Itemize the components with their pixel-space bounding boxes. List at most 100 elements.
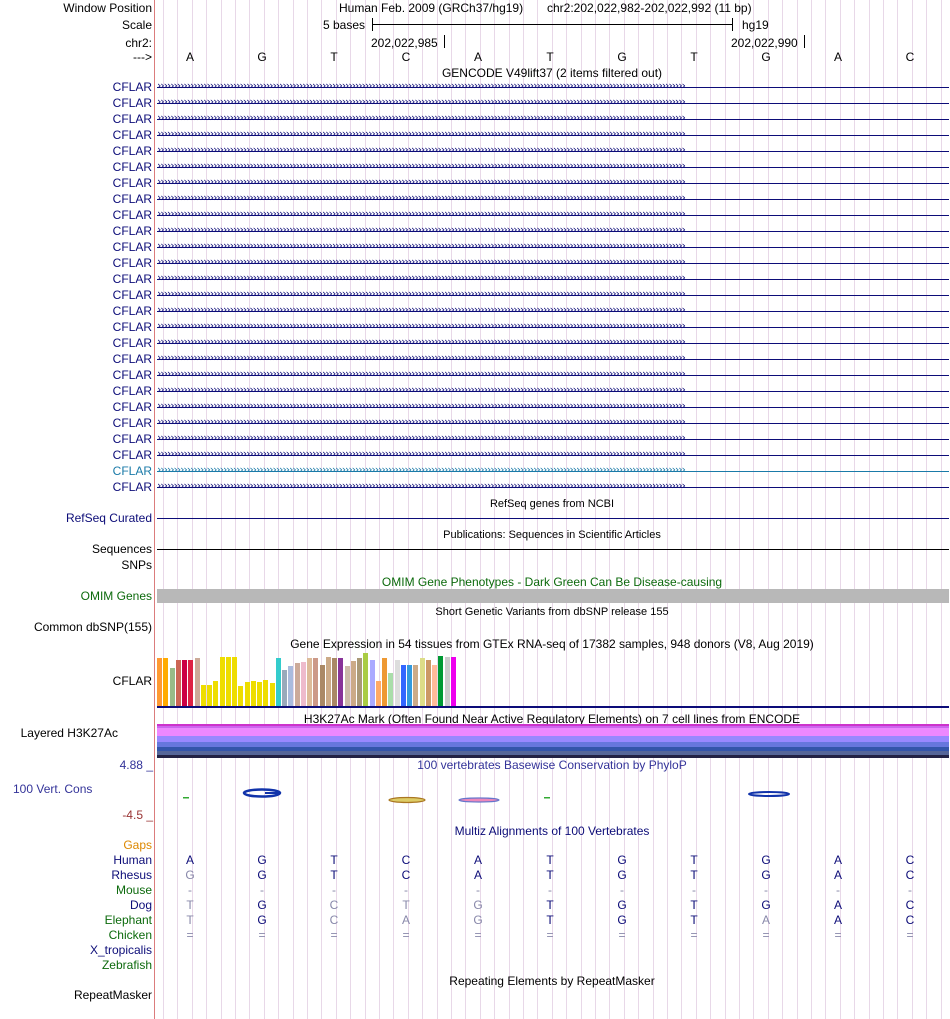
gencode-item-label[interactable]: CFLAR: [112, 464, 152, 478]
gtex-tissue-bar[interactable]: [294, 663, 300, 706]
multiz-species-label[interactable]: Rhesus: [111, 868, 152, 882]
multiz-species-label[interactable]: X_tropicalis: [89, 943, 152, 957]
h3k27ac-cell-line-layer[interactable]: [157, 726, 949, 728]
multiz-species-label[interactable]: Dog: [129, 898, 152, 912]
gtex-tissue-bar[interactable]: [313, 658, 319, 706]
multiz-species-label[interactable]: Gaps: [123, 838, 152, 852]
gencode-transcript[interactable]: ››››››››››››››››››››››››››››››››››››››››…: [157, 449, 949, 461]
gtex-tissue-bar[interactable]: [325, 657, 331, 706]
gencode-item-label[interactable]: CFLAR: [112, 112, 152, 126]
gencode-transcript[interactable]: ››››››››››››››››››››››››››››››››››››››››…: [157, 113, 949, 125]
gtex-tissue-bar[interactable]: [194, 658, 200, 706]
gencode-item-label[interactable]: CFLAR: [112, 160, 152, 174]
gencode-item-label[interactable]: CFLAR: [112, 352, 152, 366]
gencode-transcript[interactable]: ››››››››››››››››››››››››››››››››››››››››…: [157, 81, 949, 93]
gtex-tissue-bar[interactable]: [157, 658, 162, 706]
gencode-transcript[interactable]: ››››››››››››››››››››››››››››››››››››››››…: [157, 145, 949, 157]
gtex-tissue-bar[interactable]: [244, 682, 250, 706]
gtex-tissue-bar[interactable]: [413, 665, 419, 706]
gtex-tissue-bar[interactable]: [269, 683, 275, 706]
gencode-transcript[interactable]: ››››››››››››››››››››››››››››››››››››››››…: [157, 193, 949, 205]
gencode-item-label[interactable]: CFLAR: [112, 432, 152, 446]
gencode-item-label[interactable]: CFLAR: [112, 208, 152, 222]
gencode-transcript[interactable]: ››››››››››››››››››››››››››››››››››››››››…: [157, 209, 949, 221]
gencode-item-label[interactable]: CFLAR: [112, 304, 152, 318]
gencode-item-label[interactable]: CFLAR: [112, 240, 152, 254]
gencode-item-label[interactable]: CFLAR: [112, 480, 152, 494]
gtex-tissue-bar[interactable]: [382, 658, 387, 706]
gencode-transcript[interactable]: ››››››››››››››››››››››››››››››››››››››››…: [157, 481, 949, 493]
repeatmasker-label[interactable]: RepeatMasker: [73, 988, 152, 1002]
publications-track-title[interactable]: Publications: Sequences in Scientific Ar…: [443, 529, 661, 541]
refseq-track-title[interactable]: RefSeq genes from NCBI: [489, 498, 615, 510]
gtex-tissue-bar[interactable]: [182, 660, 187, 706]
h3k27ac-cell-line-layer[interactable]: [157, 742, 949, 747]
gencode-transcript[interactable]: ››››››››››››››››››››››››››››››››››››››››…: [157, 321, 949, 333]
repeatmasker-track-title[interactable]: Repeating Elements by RepeatMasker: [449, 974, 655, 988]
multiz-species-label[interactable]: Mouse: [115, 883, 152, 897]
gtex-tissue-bar[interactable]: [169, 668, 175, 706]
gtex-tissue-bar[interactable]: [438, 656, 444, 706]
gtex-tissue-bar[interactable]: [332, 658, 337, 706]
multiz-track-title[interactable]: Multiz Alignments of 100 Vertebrates: [454, 824, 650, 838]
gencode-transcript[interactable]: ››››››››››››››››››››››››››››››››››››››››…: [157, 401, 949, 413]
gtex-tissue-bar[interactable]: [350, 661, 356, 706]
sequences-label[interactable]: Sequences: [91, 542, 152, 556]
gencode-transcript[interactable]: ››››››››››››››››››››››››››››››››››››››››…: [157, 129, 949, 141]
dbsnp-track-title[interactable]: Short Genetic Variants from dbSNP releas…: [435, 606, 669, 618]
gencode-item-label[interactable]: CFLAR: [112, 336, 152, 350]
gtex-tissue-bar[interactable]: [400, 665, 406, 706]
gtex-bar-chart[interactable]: [157, 652, 557, 706]
gencode-item-label[interactable]: CFLAR: [112, 320, 152, 334]
multiz-species-label[interactable]: Zebrafish: [101, 958, 152, 972]
gtex-tissue-bar[interactable]: [375, 681, 381, 706]
snps-label[interactable]: SNPs: [121, 558, 152, 572]
gencode-transcript[interactable]: ››››››››››››››››››››››››››››››››››››››››…: [157, 241, 949, 253]
gencode-transcript[interactable]: ››››››››››››››››››››››››››››››››››››››››…: [157, 337, 949, 349]
gtex-tissue-bar[interactable]: [175, 660, 181, 706]
gencode-transcript[interactable]: ››››››››››››››››››››››››››››››››››››››››…: [157, 257, 949, 269]
multiz-species-label[interactable]: Elephant: [104, 913, 152, 927]
gtex-tissue-bar[interactable]: [388, 673, 394, 706]
gtex-track-title[interactable]: Gene Expression in 54 tissues from GTEx …: [290, 637, 814, 651]
gencode-item-label[interactable]: CFLAR: [112, 224, 152, 238]
gtex-tissue-bar[interactable]: [207, 685, 212, 706]
gtex-tissue-bar[interactable]: [369, 660, 375, 706]
gtex-tissue-bar[interactable]: [288, 666, 294, 706]
omim-gene-bar[interactable]: [157, 589, 949, 603]
gtex-tissue-bar[interactable]: [238, 686, 244, 706]
gtex-tissue-bar[interactable]: [282, 670, 287, 706]
h3k27ac-label[interactable]: Layered H3K27Ac: [20, 726, 118, 740]
omim-label[interactable]: OMIM Genes: [80, 589, 152, 603]
gencode-transcript[interactable]: ››››››››››››››››››››››››››››››››››››››››…: [157, 289, 949, 301]
gtex-tissue-bar[interactable]: [344, 666, 350, 706]
gtex-tissue-bar[interactable]: [407, 665, 412, 706]
gencode-item-label[interactable]: CFLAR: [112, 80, 152, 94]
gencode-item-label[interactable]: CFLAR: [112, 288, 152, 302]
gtex-tissue-bar[interactable]: [250, 681, 256, 706]
gtex-tissue-bar[interactable]: [432, 665, 437, 706]
gencode-item-label[interactable]: CFLAR: [112, 368, 152, 382]
gencode-transcript[interactable]: ››››››››››››››››››››››››››››››››››››››››…: [157, 305, 949, 317]
gtex-tissue-bar[interactable]: [450, 657, 456, 706]
gencode-item-label[interactable]: CFLAR: [112, 192, 152, 206]
gtex-tissue-bar[interactable]: [319, 665, 325, 706]
gencode-transcript[interactable]: ››››››››››››››››››››››››››››››››››››››››…: [157, 225, 949, 237]
gtex-tissue-bar[interactable]: [338, 658, 344, 706]
gencode-item-label[interactable]: CFLAR: [112, 400, 152, 414]
gtex-tissue-bar[interactable]: [363, 653, 369, 706]
gencode-transcript[interactable]: ››››››››››››››››››››››››››››››››››››››››…: [157, 273, 949, 285]
gencode-item-label[interactable]: CFLAR: [112, 448, 152, 462]
gtex-tissue-bar[interactable]: [444, 657, 450, 706]
gencode-item-label[interactable]: CFLAR: [112, 272, 152, 286]
h3k27ac-cell-line-layer[interactable]: [157, 728, 949, 736]
gtex-tissue-bar[interactable]: [232, 657, 237, 706]
phylop-label[interactable]: 100 Vert. Cons: [13, 782, 93, 796]
dbsnp-label[interactable]: Common dbSNP(155): [33, 620, 152, 634]
gencode-transcript[interactable]: ››››››››››››››››››››››››››››››››››››››››…: [157, 177, 949, 189]
gtex-tissue-bar[interactable]: [300, 662, 306, 706]
h3k27ac-cell-line-layer[interactable]: [157, 747, 949, 751]
gencode-item-label[interactable]: CFLAR: [112, 144, 152, 158]
gtex-tissue-bar[interactable]: [307, 658, 312, 706]
